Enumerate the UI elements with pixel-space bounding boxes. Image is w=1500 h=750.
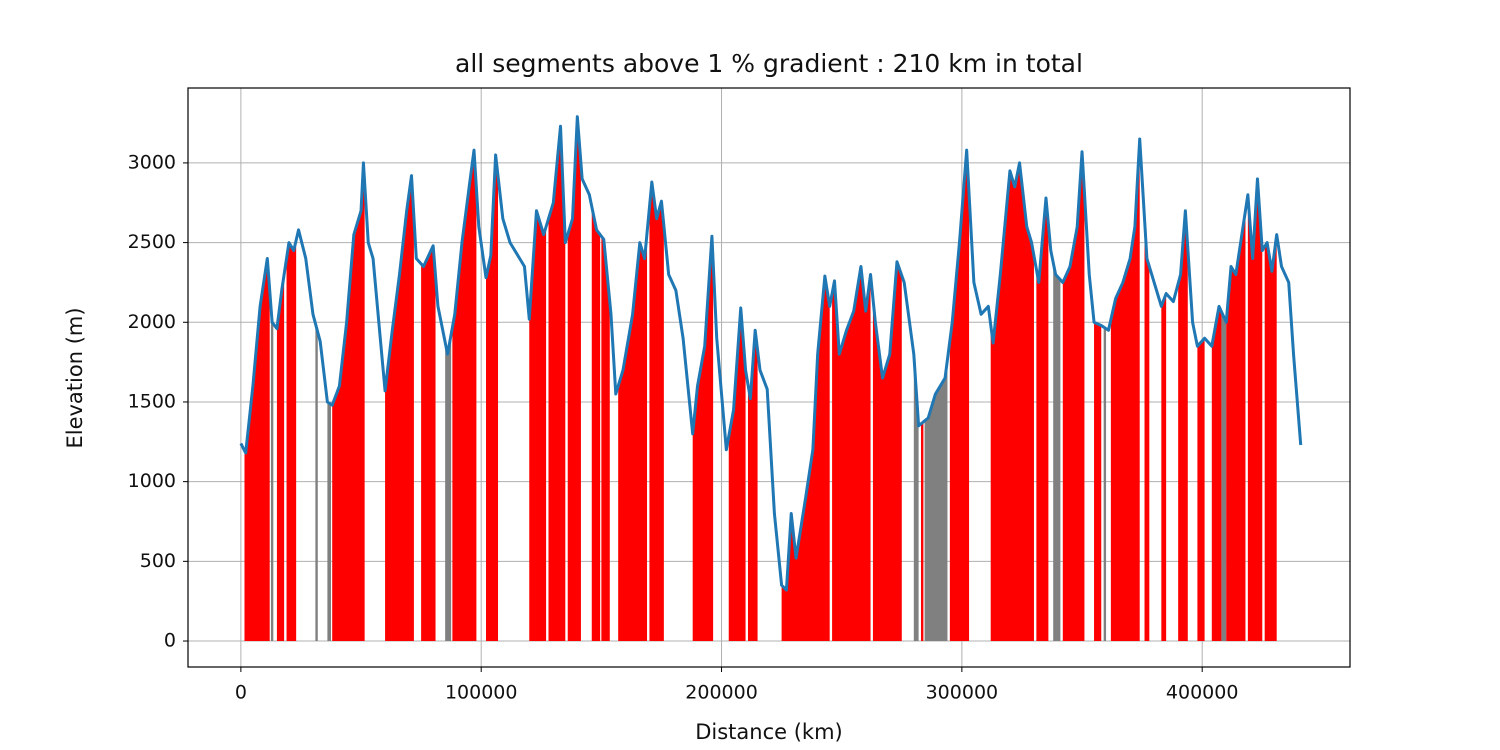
x-tick-label: 300000 bbox=[926, 682, 999, 704]
segment bbox=[1247, 178, 1263, 642]
segment bbox=[1226, 210, 1246, 642]
segment bbox=[486, 154, 499, 642]
segment bbox=[1103, 327, 1107, 642]
segment bbox=[315, 323, 318, 642]
chart-title: all segments above 1 % gradient : 210 km… bbox=[455, 49, 1083, 78]
segment bbox=[618, 233, 648, 642]
segment bbox=[1197, 338, 1205, 642]
y-tick-label: 1000 bbox=[128, 470, 176, 492]
segment bbox=[1264, 234, 1277, 642]
segment bbox=[924, 359, 948, 642]
segment bbox=[1053, 262, 1061, 642]
y-axis-label: Elevation (m) bbox=[63, 307, 87, 448]
segment bbox=[244, 258, 270, 642]
segment bbox=[601, 236, 610, 642]
segment bbox=[548, 126, 566, 642]
segment bbox=[452, 150, 477, 642]
segment bbox=[1094, 322, 1102, 642]
elevation-line bbox=[239, 115, 1303, 592]
segment bbox=[385, 175, 414, 642]
segment bbox=[728, 307, 746, 642]
segment bbox=[949, 150, 970, 642]
segment bbox=[692, 236, 714, 642]
segment bbox=[327, 401, 331, 642]
segment bbox=[591, 206, 601, 642]
y-tick-label: 500 bbox=[140, 550, 176, 572]
plot-frame bbox=[187, 87, 1351, 668]
segment bbox=[990, 162, 1034, 642]
segment bbox=[1161, 293, 1167, 642]
x-tick-label: 100000 bbox=[445, 682, 518, 704]
segment bbox=[1178, 210, 1188, 642]
segment bbox=[1211, 306, 1222, 642]
y-tick-label: 2000 bbox=[128, 311, 176, 333]
segment bbox=[1144, 218, 1150, 642]
segment bbox=[529, 210, 547, 642]
segment bbox=[286, 240, 297, 642]
segment bbox=[832, 266, 871, 642]
segment bbox=[421, 245, 436, 642]
x-tick-label: 200000 bbox=[685, 682, 758, 704]
segment bbox=[649, 182, 664, 642]
segment bbox=[1062, 151, 1085, 642]
segment bbox=[1110, 138, 1140, 642]
segment bbox=[872, 261, 902, 642]
segment bbox=[445, 334, 452, 642]
x-tick-label: 400000 bbox=[1166, 682, 1239, 704]
x-axis-label: Distance (km) bbox=[695, 720, 843, 744]
segment bbox=[567, 116, 581, 642]
segment bbox=[332, 162, 365, 642]
segment bbox=[921, 421, 924, 642]
segment bbox=[1036, 197, 1049, 642]
segment bbox=[781, 276, 830, 642]
y-tick-label: 2500 bbox=[128, 231, 176, 253]
segment bbox=[1221, 311, 1227, 642]
segment bbox=[270, 306, 274, 642]
x-tick-label: 0 bbox=[235, 682, 247, 704]
y-tick-label: 1500 bbox=[128, 390, 176, 412]
segment bbox=[276, 274, 285, 642]
segment bbox=[747, 330, 758, 642]
y-tick-label: 3000 bbox=[128, 151, 176, 173]
y-tick-label: 0 bbox=[164, 630, 176, 652]
